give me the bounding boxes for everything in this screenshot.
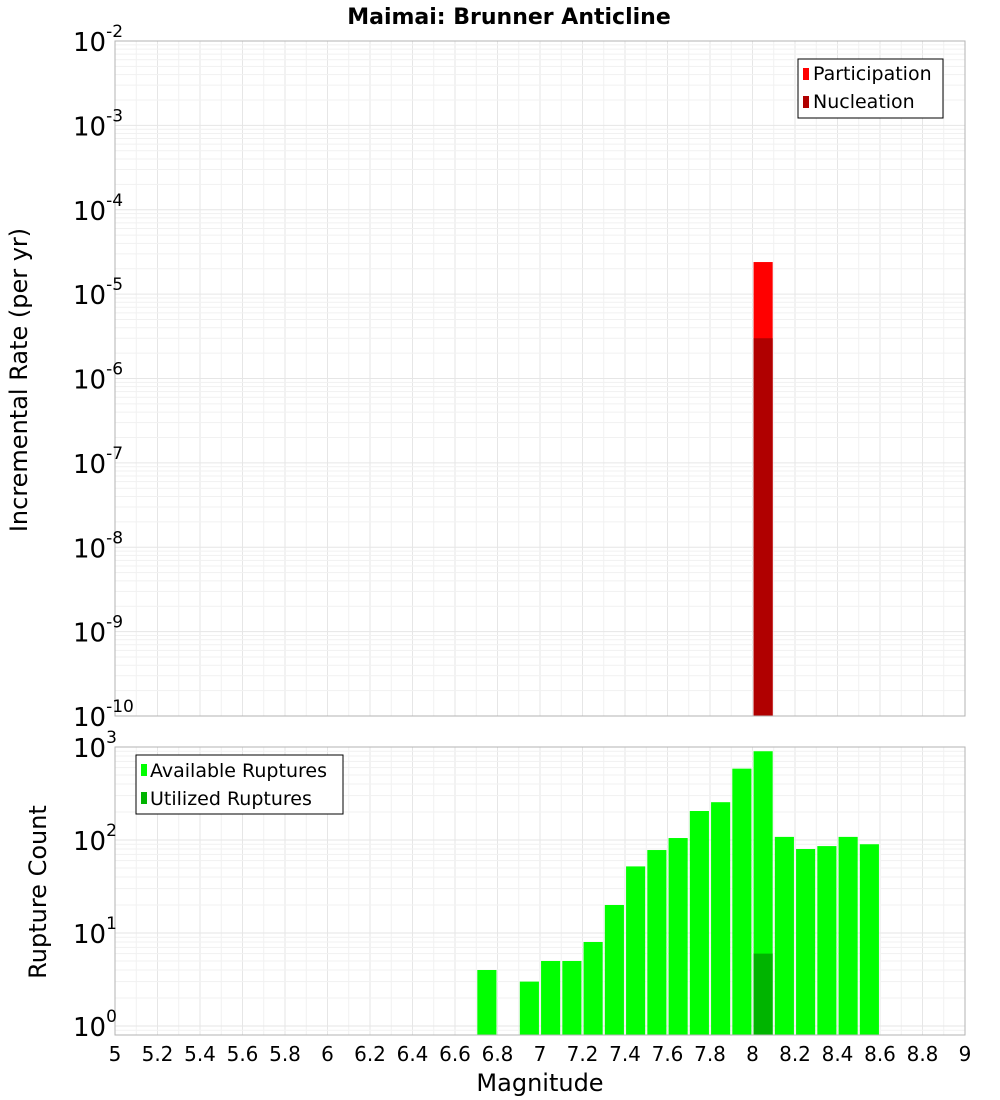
count-panel-y-ticks: 103 102 101 100 [73,728,117,1043]
count-bar-available-ruptures-16 [838,836,858,1035]
count-x-tick-label: 9 [959,1042,972,1066]
count-x-tick-label: 5.6 [227,1042,259,1066]
rate-y-tick-label: 10-4 [73,191,123,227]
rate-y-tick-label: 10-2 [73,22,123,58]
rate-panel-grid [114,40,966,717]
count-x-tick-label: 7 [534,1042,547,1066]
count-bar-utilized-ruptures-0 [753,953,773,1035]
rate-panel-bars [753,262,773,716]
count-bar-available-ruptures-8 [668,838,688,1035]
count-x-tick-label: 7.2 [567,1042,599,1066]
count-x-tick-label: 7.4 [609,1042,641,1066]
count-x-tick-label: 8.6 [864,1042,896,1066]
legend-label-utilized-ruptures: Utilized Ruptures [150,788,312,810]
legend-label-nucleation: Nucleation [813,91,915,113]
count-x-tick-label: 8 [746,1042,759,1066]
count-bar-available-ruptures-1 [519,981,539,1035]
count-x-tick-label: 7.6 [652,1042,684,1066]
count-x-tick-label: 6 [321,1042,334,1066]
count-panel-legend-box [135,754,344,815]
count-y-tick-label: 103 [73,728,117,764]
count-y-tick-label: 101 [73,914,117,950]
count-bar-available-ruptures-11 [732,768,752,1035]
count-x-tick-label: 6.8 [482,1042,514,1066]
rate-panel-legend-box [797,58,944,119]
rate-y-tick-label: 10-8 [73,528,123,564]
count-x-tick-label: 5.4 [184,1042,216,1066]
count-bar-available-ruptures-3 [562,960,582,1035]
count-x-tick-label: 6.2 [354,1042,386,1066]
count-panel-y-axis-label: Rupture Count [24,805,52,979]
count-bar-available-ruptures-10 [711,802,731,1035]
rate-y-tick-label: 10-6 [73,360,123,396]
rate-panel: 10-2 10-3 10-4 10-5 10-6 10-7 10-8 10-9 10-10 In… [5,22,966,733]
count-bar-available-ruptures-13 [774,836,794,1035]
count-x-tick-label: 5.2 [142,1042,174,1066]
legend-swatch-utilized-ruptures [141,792,147,804]
legend-swatch-available-ruptures [141,764,147,776]
count-x-tick-label: 8.2 [779,1042,811,1066]
count-bar-available-ruptures-4 [583,942,603,1035]
count-panel-frame [114,746,966,1036]
rate-y-tick-label: 10-10 [73,697,134,733]
rate-y-tick-label: 10-7 [73,444,123,480]
count-panel-legend: Available Ruptures Utilized Ruptures [135,754,344,815]
count-x-tick-label: 8.4 [822,1042,854,1066]
count-x-tick-label: 8.8 [907,1042,939,1066]
rate-bar-nucleation-0 [753,338,773,716]
count-panel-x-ticks: 5 5.2 5.4 5.6 5.8 6 6.2 6.4 6.6 6.8 7 7.2 7.4 7.6 7.8 8… [109,1042,972,1066]
count-bar-available-ruptures-2 [541,960,561,1035]
count-bar-available-ruptures-15 [817,846,837,1035]
count-bar-available-ruptures-9 [689,811,709,1035]
count-x-tick-label: 5 [109,1042,122,1066]
count-bar-available-ruptures-5 [604,904,624,1035]
legend-swatch-participation [803,68,809,80]
count-y-tick-label: 102 [73,821,117,857]
rate-y-tick-label: 10-3 [73,106,123,142]
count-x-tick-label: 6.4 [397,1042,429,1066]
count-bar-available-ruptures-7 [647,850,667,1035]
rate-y-tick-label: 10-9 [73,613,123,649]
count-y-tick-label: 100 [73,1007,117,1043]
rate-panel-y-axis-label: Incremental Rate (per yr) [5,228,33,532]
chart-title: Maimai: Brunner Anticline [347,5,671,30]
count-x-tick-label: 7.8 [694,1042,726,1066]
count-panel: 103 102 101 100 5 5.2 5.4 5.6 5.8 6 6.2 6.4 6.6 6.8 7… [24,728,971,1097]
count-bar-available-ruptures-0 [477,969,497,1035]
rate-y-tick-label: 10-5 [73,275,123,311]
count-bar-available-ruptures-14 [796,849,816,1035]
count-panel-x-axis-label: Magnitude [476,1069,603,1097]
rate-panel-legend: Participation Nucleation [797,58,944,119]
rate-panel-y-ticks: 10-2 10-3 10-4 10-5 10-6 10-7 10-8 10-9 10-10 [73,22,134,733]
legend-swatch-nucleation [803,96,809,108]
legend-label-available-ruptures: Available Ruptures [150,760,327,782]
count-panel-bars [477,751,879,1035]
count-bar-available-ruptures-17 [859,844,879,1035]
count-x-tick-label: 5.8 [269,1042,301,1066]
legend-label-participation: Participation [813,63,932,85]
count-bar-available-ruptures-6 [626,866,646,1035]
rate-panel-frame [114,40,966,717]
count-x-tick-label: 6.6 [439,1042,471,1066]
